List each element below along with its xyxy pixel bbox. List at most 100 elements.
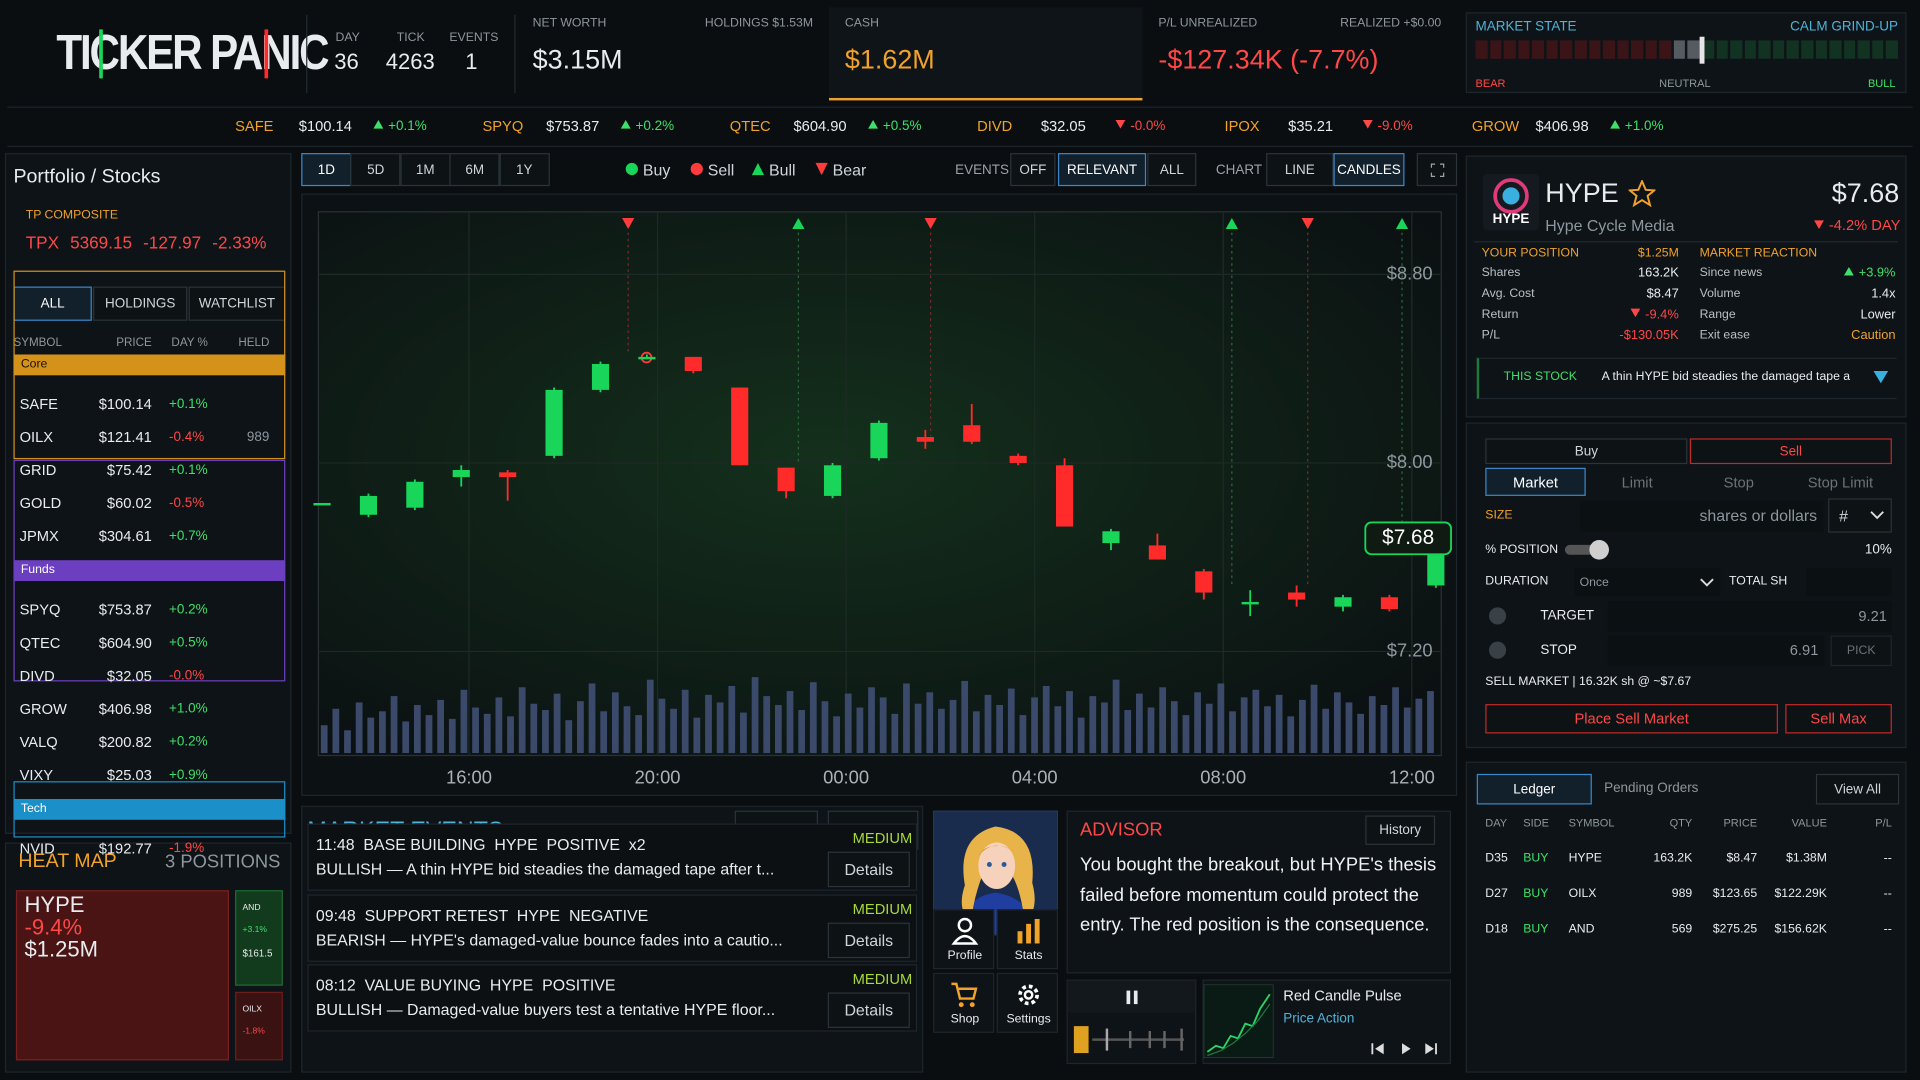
order-type[interactable]: Limit [1621, 473, 1653, 491]
pick-button[interactable]: PICK [1830, 635, 1892, 667]
target-radio[interactable] [1488, 607, 1507, 625]
sell-max-button[interactable]: Sell Max [1785, 704, 1892, 734]
timeframe-button[interactable]: 1D [301, 153, 352, 187]
ledger-tab[interactable]: Ledger [1476, 773, 1592, 805]
row-symbol[interactable]: OILX [19, 428, 54, 446]
menu-button[interactable]: Stats [996, 909, 1058, 970]
row-symbol[interactable]: GROW [19, 700, 67, 718]
candle-body [545, 389, 563, 456]
pause-button[interactable] [1067, 980, 1196, 1013]
row-symbol[interactable]: NVID [19, 840, 55, 858]
events-option[interactable]: RELEVANT [1057, 153, 1147, 187]
portfolio-title: Portfolio / Stocks [13, 166, 161, 188]
row-symbol[interactable]: GOLD [19, 494, 62, 512]
stop-input[interactable]: 6.91 [1607, 635, 1825, 667]
target-input[interactable]: 9.21 [1607, 601, 1892, 632]
place-order-button[interactable]: Place Sell Market [1485, 704, 1778, 734]
volume-bar [1042, 686, 1050, 754]
ledger-header: VALUE [1791, 816, 1827, 829]
timeframe-button[interactable]: 5D [350, 153, 401, 187]
row-symbol[interactable]: VALQ [19, 733, 58, 751]
heat-tile[interactable]: AND +3.1% $161.5 [235, 890, 283, 986]
meter-segment [1503, 40, 1516, 59]
order-type[interactable]: Market [1485, 467, 1586, 496]
timeframe-button[interactable]: 1Y [499, 153, 550, 187]
heat-tile[interactable]: HYPE -9.4% $1.25M [15, 890, 229, 1061]
row-symbol[interactable]: SAFE [19, 395, 58, 413]
expand-arrow[interactable] [1872, 370, 1889, 385]
event-text: BULLISH — A thin HYPE bid steadies the d… [315, 859, 775, 878]
side-tab[interactable]: Sell [1689, 438, 1892, 465]
events-count: 1 [465, 49, 478, 75]
track-controls[interactable] [1367, 1040, 1448, 1060]
stat-value: $8.47 [1646, 286, 1679, 302]
timeframe-button[interactable]: 6M [449, 153, 500, 187]
event-headline: 09:48 SUPPORT RETEST HYPE NEGATIVE [315, 905, 649, 924]
row-symbol[interactable]: JPMX [19, 527, 59, 545]
menu-button[interactable]: Profile [933, 909, 995, 970]
volume-bar [1217, 683, 1225, 754]
volume-bar [390, 696, 398, 754]
slider-thumb[interactable] [1589, 540, 1609, 560]
volume-bar [1007, 688, 1015, 754]
logo-accent [99, 29, 106, 79]
ledger-cell: 989 [1671, 887, 1693, 901]
candle-body [823, 465, 842, 496]
volume-bar [379, 711, 386, 754]
details-button[interactable]: Details [827, 992, 910, 1028]
menu-button[interactable]: Settings [996, 972, 1058, 1033]
timeframe-button[interactable]: 1M [400, 153, 451, 187]
column-header: HELD [238, 336, 270, 350]
bear-marker [1301, 217, 1314, 229]
ledger-header: QTY [1669, 816, 1693, 829]
volume-bar [437, 699, 445, 754]
details-button[interactable]: Details [827, 851, 910, 888]
stop-radio[interactable] [1488, 641, 1507, 659]
history-button[interactable]: History [1365, 815, 1436, 845]
events-option[interactable]: ALL [1147, 153, 1197, 187]
price-tag-label: $7.68 [1382, 526, 1434, 549]
menu-button[interactable]: Shop [933, 972, 995, 1033]
view-all-button[interactable]: View All [1815, 773, 1900, 805]
events-option[interactable]: OFF [1010, 153, 1056, 187]
volume-bar [1182, 715, 1190, 754]
details-button[interactable]: Details [827, 922, 910, 958]
tile-change: +3.1% [242, 925, 267, 935]
change-arrow [1814, 220, 1824, 229]
ledger-cell: D35 [1485, 851, 1508, 866]
ledger-tab[interactable]: Pending Orders [1604, 781, 1699, 796]
tile-symbol: OILX [242, 1005, 262, 1014]
row-symbol[interactable]: VIXY [19, 766, 54, 784]
chart-option[interactable]: CANDLES [1333, 153, 1405, 187]
tile-change: -9.4% [24, 914, 83, 940]
stat-value: +3.9% [1843, 266, 1896, 280]
chart-option[interactable]: LINE [1266, 153, 1334, 187]
meter-segment [1602, 40, 1615, 59]
portfolio-tab[interactable]: WATCHLIST [188, 286, 286, 321]
order-type[interactable]: Stop Limit [1807, 473, 1874, 491]
portfolio-tab[interactable]: ALL [13, 286, 92, 321]
row-symbol[interactable]: SPYQ [19, 601, 61, 619]
portfolio-tab[interactable]: HOLDINGS [93, 286, 188, 321]
side-tab[interactable]: Buy [1485, 438, 1688, 465]
fullscreen-button[interactable] [1416, 153, 1458, 187]
duration-select[interactable]: Once [1574, 568, 1721, 597]
heat-tile[interactable]: OILX -1.8% [235, 991, 283, 1061]
change-arrow [1115, 120, 1126, 129]
row-symbol[interactable]: QTEC [19, 634, 61, 652]
row-symbol[interactable]: DIVD [19, 667, 55, 685]
candle-body [1148, 545, 1166, 560]
total-input[interactable] [1806, 568, 1892, 597]
ticker-symbol: IPOX [1224, 117, 1260, 135]
slider-track[interactable] [1564, 544, 1609, 555]
size-unit[interactable]: # [1828, 498, 1892, 533]
event-card: 09:48 SUPPORT RETEST HYPE NEGATIVE MEDIUM… [307, 893, 918, 962]
row-symbol[interactable]: GRID [19, 461, 57, 479]
volume-bar [658, 698, 666, 754]
watch-star[interactable] [1628, 180, 1656, 207]
pause-icon [1126, 990, 1138, 1005]
volume-bar [1275, 694, 1283, 754]
size-input[interactable]: shares or dollars [1579, 500, 1824, 532]
fullscreen-icon [1430, 162, 1444, 177]
order-type[interactable]: Stop [1723, 473, 1754, 491]
